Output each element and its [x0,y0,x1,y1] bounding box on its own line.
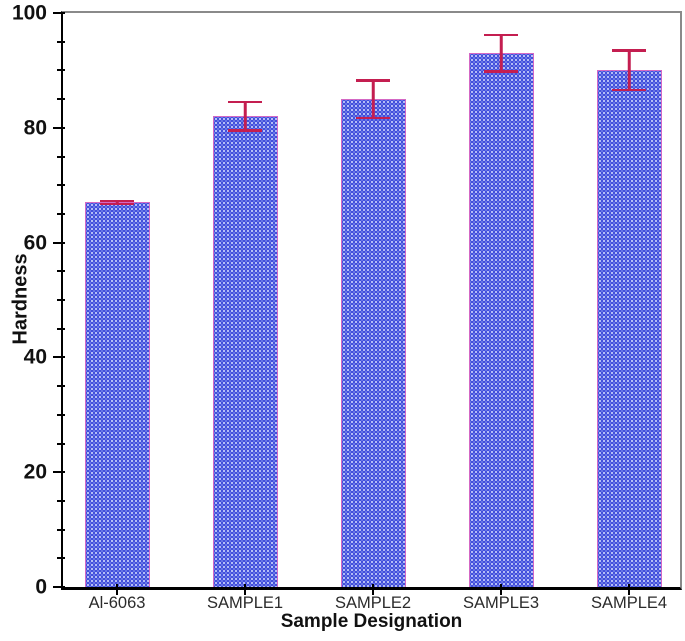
y-minor-tick [57,184,65,187]
bar-sample2 [340,99,406,587]
error-bar-cap-bottom [612,88,646,92]
y-tick-label: 40 [23,345,47,369]
error-bar-cap-top [612,49,646,52]
error-bar [612,49,646,92]
error-bar [356,79,390,120]
bar-sample1 [212,116,278,587]
y-major-tick [53,586,65,588]
bar-sample4 [596,70,662,587]
error-bar-line [499,34,503,72]
error-bar-cap-top [356,79,390,82]
x-tick [372,584,374,595]
y-tick-label: 100 [11,1,47,25]
error-bar-cap-top [228,100,262,104]
y-minor-tick [57,40,65,43]
x-tick-label: SAMPLE2 [334,594,412,612]
y-minor-tick [57,442,65,445]
error-bar-line [371,80,375,119]
y-tick-label: 60 [23,231,47,255]
y-minor-tick [57,270,65,273]
x-tick [500,584,502,595]
error-bar [484,33,518,73]
y-tick-label: 20 [23,460,47,484]
error-bar-cap-top [484,33,518,37]
error-bar-line [115,200,119,205]
bar-sample3 [468,53,534,587]
y-minor-tick [57,327,65,330]
error-bar-cap-top [100,199,134,203]
y-minor-tick [57,557,65,560]
x-tick-label: SAMPLE1 [206,594,284,612]
y-minor-tick [57,98,65,101]
x-tick [116,584,118,595]
error-bar-cap-bottom [484,70,518,73]
error-bar-cap-bottom [100,202,134,206]
error-bar-cap-bottom [228,129,262,132]
y-major-tick [53,241,65,244]
x-tick-label: Al-6063 [88,594,146,612]
y-minor-tick [57,212,65,215]
error-bar [100,199,134,206]
y-minor-tick [57,385,65,388]
y-minor-tick [57,413,65,416]
y-minor-tick [57,155,65,158]
x-tick-label: SAMPLE4 [590,594,668,612]
y-major-tick [53,471,65,474]
y-major-tick [53,356,65,359]
bar-al-6063 [84,202,150,587]
error-bar-line [243,101,247,131]
y-minor-tick [57,299,65,301]
x-axis-title: Sample Designation [280,611,463,632]
y-tick-label: 80 [23,116,47,140]
y-axis-title: Hardness [9,253,32,345]
error-bar-cap-bottom [356,116,390,120]
error-bar-line [627,50,631,91]
y-major-tick [53,126,65,129]
error-bar [228,100,262,132]
y-minor-tick [57,69,65,72]
y-minor-tick [57,499,65,502]
x-tick [628,584,630,595]
plot-area: 0 20 40 60 80 100 Al-6063 SAMPLE1 SAMPLE2 SAMPLE3… [12,3,682,612]
y-tick-label: 0 [35,575,47,599]
x-tick [244,584,246,595]
x-tick-label: SAMPLE3 [462,594,540,612]
y-minor-tick [57,528,65,531]
y-major-tick [53,12,65,14]
